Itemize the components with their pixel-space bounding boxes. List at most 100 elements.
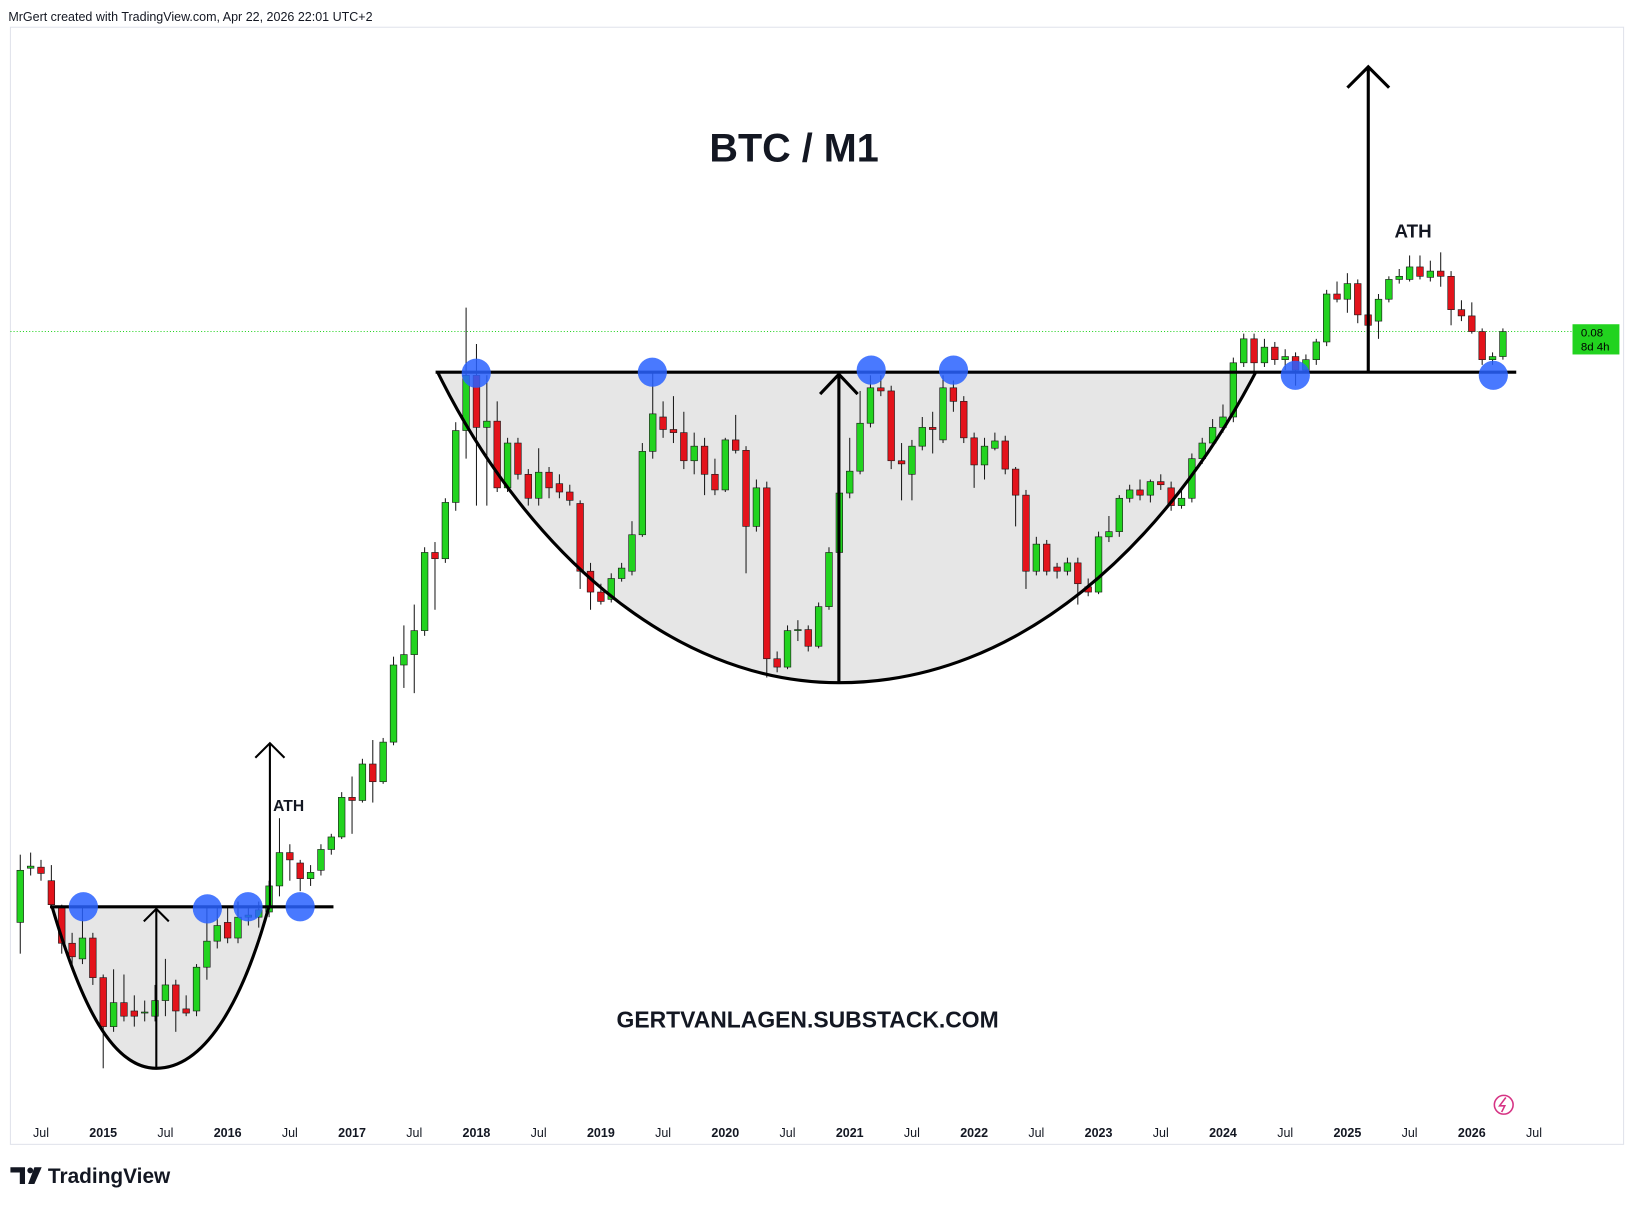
candle-body xyxy=(711,473,719,491)
candle-body xyxy=(182,1008,190,1014)
touch-point xyxy=(1478,360,1508,390)
candle-body xyxy=(597,591,605,602)
watermark: GERTVANLAGEN.SUBSTACK.COM xyxy=(617,1007,999,1033)
candle-body xyxy=(358,763,367,801)
candle-body xyxy=(1240,338,1248,364)
candle-body xyxy=(37,866,45,874)
candle-body xyxy=(420,552,429,631)
candle-body xyxy=(638,451,647,536)
candle-body xyxy=(576,503,584,572)
x-tick-label: Jul xyxy=(282,1126,298,1140)
candle-body xyxy=(99,977,107,1027)
candle-body xyxy=(794,629,802,631)
x-tick-label: Jul xyxy=(780,1126,796,1140)
candle-body xyxy=(1126,489,1134,499)
x-tick-label: 2016 xyxy=(214,1126,242,1140)
x-tick-label: Jul xyxy=(904,1126,920,1140)
x-tick-label: Jul xyxy=(33,1126,49,1140)
candle-body xyxy=(939,387,947,441)
candle-body xyxy=(617,567,626,579)
candle-body xyxy=(379,741,387,783)
candle-body xyxy=(1001,440,1009,470)
candle-body xyxy=(1260,346,1269,364)
candle-body xyxy=(1157,481,1165,486)
touch-point xyxy=(192,894,222,924)
candle-body xyxy=(286,852,294,861)
candle-body xyxy=(825,552,833,607)
candle-body xyxy=(120,1002,128,1017)
candle-body xyxy=(680,432,688,462)
touch-point xyxy=(233,892,263,922)
candle-body xyxy=(89,937,97,978)
replay-icon xyxy=(1493,1094,1514,1115)
candle-body xyxy=(773,658,781,668)
x-tick-label: Jul xyxy=(531,1126,547,1140)
candle-body xyxy=(1177,497,1186,506)
pattern-lines xyxy=(50,64,1517,1070)
candle-body xyxy=(493,420,501,489)
candle-body xyxy=(545,471,553,489)
x-tick-label: 2015 xyxy=(89,1126,117,1140)
touch-point xyxy=(637,357,667,387)
logo: TradingView xyxy=(10,1165,171,1188)
candle-body xyxy=(1468,315,1476,332)
candle-body xyxy=(1405,266,1414,280)
candle-body xyxy=(991,440,999,449)
footer-logo-text: TradingView xyxy=(48,1165,171,1188)
arrow-head xyxy=(143,907,170,923)
candle-body xyxy=(1229,362,1237,418)
candle-body xyxy=(866,387,875,424)
x-tick-label: Jul xyxy=(406,1126,422,1140)
candle-body xyxy=(213,925,221,942)
candle-body xyxy=(804,629,812,647)
countdown-label: 8d 4h xyxy=(1581,341,1610,353)
candle-body xyxy=(1478,331,1486,360)
candle-body xyxy=(151,1000,159,1017)
candle-body xyxy=(535,471,543,499)
candle-body xyxy=(1136,489,1144,496)
candle-body xyxy=(203,940,211,968)
candle-body xyxy=(503,442,512,489)
candle-body xyxy=(317,849,325,871)
candle-body xyxy=(1032,543,1040,572)
candle-body xyxy=(877,387,885,392)
candle-body xyxy=(1281,356,1289,360)
touch-point xyxy=(856,355,886,385)
annotation: ATH xyxy=(1394,221,1431,242)
candle-body xyxy=(1063,562,1072,572)
candle-body xyxy=(452,430,460,503)
candle-body xyxy=(338,797,346,838)
x-tick-label: Jul xyxy=(1526,1126,1542,1140)
candle-body xyxy=(68,942,76,958)
arrow-head xyxy=(254,741,286,759)
candle-body xyxy=(1437,270,1445,277)
candle-body xyxy=(172,984,180,1012)
touch-point xyxy=(461,358,491,388)
candle-body xyxy=(566,491,574,501)
touch-points xyxy=(68,355,1508,924)
candle-body xyxy=(1146,481,1155,496)
candle-body xyxy=(887,390,895,462)
candle-body xyxy=(763,487,771,660)
x-tick-label: 2017 xyxy=(338,1126,366,1140)
candle-body xyxy=(970,437,978,466)
candle-body xyxy=(690,445,698,462)
candle-body xyxy=(1354,283,1362,316)
candle-body xyxy=(327,836,335,850)
candle-body xyxy=(389,664,398,743)
candle-body xyxy=(1457,309,1466,317)
candle-body xyxy=(141,1011,149,1014)
arrow-head xyxy=(818,371,859,396)
candle-body xyxy=(1105,531,1113,538)
x-tick-label: 2025 xyxy=(1333,1126,1361,1140)
candle-body xyxy=(234,916,242,939)
candle-body xyxy=(1426,270,1434,278)
candle-body xyxy=(1022,494,1030,572)
candle-body xyxy=(732,439,740,451)
cup-fill xyxy=(52,906,269,1069)
candle-body xyxy=(1094,536,1103,593)
candle-body xyxy=(742,450,750,527)
x-tick-label: 2026 xyxy=(1458,1126,1486,1140)
candle-body xyxy=(607,578,615,600)
